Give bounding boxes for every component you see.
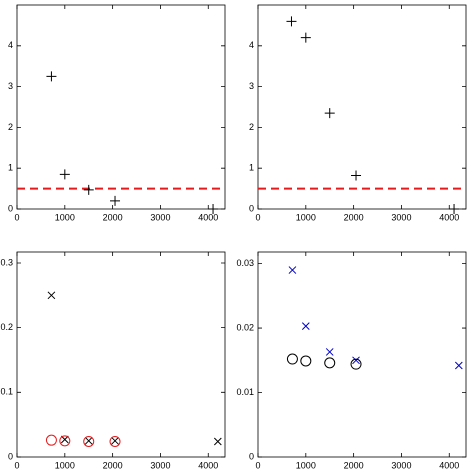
x-tick-label: 4000 <box>439 460 459 470</box>
x-tick-label: 1000 <box>55 460 75 470</box>
point <box>83 436 95 447</box>
point <box>324 108 335 119</box>
point <box>325 348 334 356</box>
x-tick-label: 3000 <box>150 212 170 222</box>
x-tick-label: 2000 <box>344 212 364 222</box>
point <box>351 170 362 181</box>
y-tick-label: 0.1 <box>0 387 13 397</box>
y-tick-label: 4 <box>249 40 254 50</box>
point <box>352 356 360 365</box>
x-tick-label: 3000 <box>150 460 170 470</box>
point <box>324 357 336 369</box>
y-tick-label: 0.03 <box>236 258 254 268</box>
x-tick-label: 3000 <box>391 212 411 222</box>
x-tick-label: 2000 <box>103 460 123 470</box>
point <box>350 358 362 370</box>
point <box>83 184 94 195</box>
point <box>213 437 222 446</box>
y-tick-label: 4 <box>8 40 13 50</box>
y-tick-label: 0 <box>249 203 254 213</box>
x-tick-label: 3000 <box>391 460 411 470</box>
point <box>45 434 57 446</box>
point <box>84 436 93 445</box>
point <box>110 195 121 206</box>
y-tick-label: 0 <box>8 203 13 213</box>
point <box>46 71 57 82</box>
axes-box <box>257 251 467 458</box>
y-tick-label: 0 <box>249 451 254 461</box>
y-tick-label: 0.3 <box>0 257 13 267</box>
x-tick-label: 2000 <box>344 460 364 470</box>
x-tick-label: 4000 <box>198 460 218 470</box>
y-tick-label: 2 <box>249 122 254 132</box>
point <box>301 322 310 330</box>
point <box>454 361 463 370</box>
y-tick-label: 1 <box>249 163 254 173</box>
point <box>300 355 312 367</box>
point <box>59 169 70 180</box>
y-tick-label: 0 <box>8 451 13 461</box>
point <box>47 291 56 300</box>
x-tick-label: 1000 <box>296 460 316 470</box>
point <box>449 204 460 214</box>
y-tick-label: 0.01 <box>236 387 254 397</box>
x-tick-label: 0 <box>255 460 260 470</box>
point <box>109 436 121 447</box>
y-tick-label: 3 <box>8 81 13 91</box>
x-tick-label: 2000 <box>103 212 123 222</box>
x-tick-label: 0 <box>255 212 260 222</box>
point <box>111 436 119 445</box>
point <box>60 435 69 444</box>
x-tick-label: 4000 <box>198 212 218 222</box>
point <box>59 435 71 447</box>
point <box>286 16 297 27</box>
x-tick-label: 0 <box>14 460 19 470</box>
x-tick-label: 1000 <box>296 212 316 222</box>
y-tick-label: 1 <box>8 163 13 173</box>
axes-box <box>257 4 467 210</box>
y-tick-label: 3 <box>249 81 254 91</box>
point <box>208 204 219 214</box>
y-tick-label: 2 <box>8 122 13 132</box>
point <box>286 353 298 365</box>
x-tick-label: 4000 <box>439 212 459 222</box>
y-tick-label: 0.2 <box>0 322 13 332</box>
y-tick-label: 0.02 <box>236 322 254 332</box>
axes-box <box>16 251 226 458</box>
point <box>288 266 297 274</box>
x-tick-label: 1000 <box>55 212 75 222</box>
point <box>300 32 311 43</box>
x-tick-label: 0 <box>14 212 19 222</box>
axes-box <box>16 4 226 210</box>
